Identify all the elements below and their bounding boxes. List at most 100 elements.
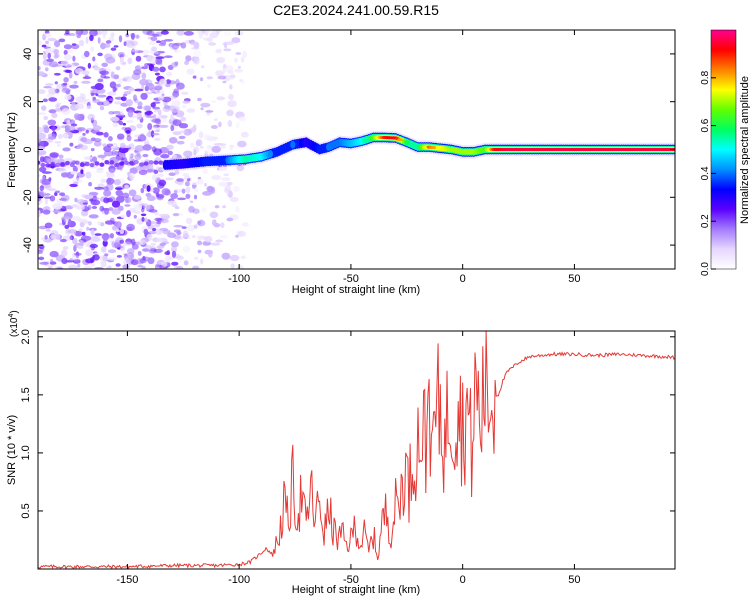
spectrogram-x-tick-label: -100 bbox=[228, 273, 250, 285]
spectrogram-noise-speckle bbox=[92, 56, 96, 62]
spectrogram-noise-speckle bbox=[204, 182, 207, 187]
spectrogram-noise-speckle bbox=[42, 98, 48, 103]
spectrogram-noise-speckle bbox=[146, 115, 155, 119]
spectrogram-noise-speckle bbox=[108, 111, 115, 115]
spectrogram-noise-speckle bbox=[60, 162, 66, 167]
spectrogram-noise-speckle bbox=[49, 152, 59, 158]
spectrogram-noise-speckle bbox=[101, 62, 108, 67]
spectrogram-noise-speckle bbox=[146, 132, 151, 137]
spectrogram-noise-speckle bbox=[38, 160, 41, 165]
spectrogram-noise-speckle bbox=[164, 55, 173, 58]
spectrogram-noise-speckle bbox=[174, 61, 179, 66]
spectrogram-noise-speckle bbox=[41, 105, 47, 111]
spectrogram-noise-speckle bbox=[59, 192, 66, 196]
spectrogram-noise-speckle bbox=[163, 262, 168, 267]
spectrogram-noise-speckle bbox=[47, 133, 57, 139]
spectrogram-noise-speckle bbox=[62, 147, 71, 152]
spectrogram-noise-speckle bbox=[60, 238, 67, 243]
spectrogram-noise-speckle bbox=[182, 230, 189, 238]
spectrogram-noise-speckle bbox=[235, 205, 240, 213]
spectrogram-noise-speckle bbox=[149, 40, 156, 46]
spectrogram-noise-speckle bbox=[126, 223, 135, 231]
spectrogram-noise-speckle bbox=[50, 261, 57, 265]
spectrogram-noise-speckle bbox=[46, 58, 54, 62]
spectrogram-noise-speckle bbox=[54, 53, 60, 58]
spectrogram-noise-speckle bbox=[131, 238, 136, 246]
spectrogram-noise-speckle bbox=[38, 71, 45, 77]
spectrogram-noise-speckle bbox=[145, 79, 153, 87]
spectrogram-x-axis-label: Height of straight line (km) bbox=[292, 284, 420, 296]
spectrogram-noise-speckle bbox=[136, 257, 145, 265]
spectrogram-x-tick-label: 0 bbox=[460, 273, 466, 285]
spectrogram-noise-speckle bbox=[167, 200, 177, 206]
spectrogram-noise-speckle bbox=[144, 217, 148, 223]
snr-y-multiplier-exp: 4 bbox=[8, 314, 15, 318]
spectrogram-noise-speckle bbox=[45, 67, 49, 72]
spectrogram-noise-speckle bbox=[99, 105, 105, 111]
spectrogram-noise-speckle bbox=[111, 208, 121, 215]
spectrogram-noise-speckle bbox=[231, 37, 241, 44]
spectrogram-noise-speckle bbox=[215, 48, 222, 54]
spectrogram-noise-speckle bbox=[68, 218, 72, 226]
spectrogram-noise-speckle bbox=[152, 174, 158, 181]
spectrogram-noise-speckle bbox=[124, 184, 130, 189]
spectrogram-noise-speckle bbox=[46, 92, 55, 98]
spectrogram-noise-speckle bbox=[92, 254, 100, 261]
spectrogram-noise-speckle bbox=[115, 229, 120, 232]
spectrogram-noise-speckle bbox=[77, 263, 81, 268]
spectrogram-noise-speckle bbox=[178, 135, 186, 140]
spectrogram-x-ticks: -150 -100 -50 0 50 bbox=[116, 30, 581, 285]
spectrogram-noise-speckle bbox=[138, 169, 148, 176]
spectrogram-noise-speckle bbox=[185, 217, 193, 225]
spectrogram-noise-speckle bbox=[79, 240, 84, 244]
spectrogram-y-tick-label: -40 bbox=[22, 237, 34, 253]
spectrogram-noise-speckle bbox=[119, 239, 124, 244]
spectrogram-noise-speckle bbox=[223, 48, 232, 52]
spectrogram-noise-speckle bbox=[85, 249, 94, 257]
spectrogram-noise-speckle bbox=[45, 83, 54, 86]
spectrogram-noise-speckle bbox=[216, 56, 226, 64]
spectrogram-noise-speckle bbox=[38, 249, 44, 255]
spectrogram-noise-speckle bbox=[179, 130, 186, 134]
spectrogram-noise-speckle bbox=[158, 179, 167, 187]
spectrogram-noise-speckle bbox=[115, 66, 121, 71]
snr-x-tick-label: -100 bbox=[228, 574, 250, 586]
spectrogram-noise-speckle bbox=[161, 188, 171, 196]
spectrogram-noise-speckle bbox=[155, 56, 165, 59]
spectrogram-noise-speckle bbox=[123, 41, 127, 46]
spectrogram-noise-speckle bbox=[168, 137, 178, 144]
spectrogram-noise-speckle bbox=[182, 245, 191, 253]
spectrogram-noise-speckle bbox=[155, 120, 161, 125]
spectrogram-noise-speckle bbox=[88, 182, 92, 187]
spectrogram-noise-speckle bbox=[211, 175, 222, 180]
spectrogram-noise-speckle bbox=[176, 140, 185, 145]
spectrogram-noise-speckle bbox=[38, 66, 41, 71]
spectrogram-noise-speckle bbox=[173, 190, 178, 195]
spectrogram-noise-speckle bbox=[237, 140, 247, 148]
spectrogram-noise-speckle bbox=[51, 126, 56, 131]
snr-x-tick-label: -150 bbox=[116, 574, 138, 586]
snr-x-tick-label: 0 bbox=[460, 574, 466, 586]
spectrogram-noise-speckle bbox=[142, 30, 153, 35]
spectrogram-x-tick-label: 50 bbox=[568, 273, 580, 285]
spectrogram-noise-speckle bbox=[141, 256, 151, 261]
spectrogram-noise-speckle bbox=[94, 233, 102, 236]
spectrogram-noise-speckle bbox=[180, 116, 187, 122]
spectrogram-noise-speckle bbox=[153, 248, 163, 253]
spectrogram-noise-speckle bbox=[63, 44, 72, 50]
spectrogram-noise-speckle bbox=[174, 170, 180, 175]
spectrogram-noise-speckle bbox=[68, 264, 78, 269]
spectrogram-noise-speckle bbox=[206, 76, 213, 80]
spectrogram-noise-speckle bbox=[157, 95, 165, 101]
spectrogram-noise-speckle bbox=[156, 245, 165, 249]
spectrogram-noise-speckle bbox=[95, 93, 99, 97]
spectrogram-noise-speckle bbox=[47, 43, 52, 47]
spectrogram-noise-speckle bbox=[55, 162, 61, 168]
spectrogram-noise-speckle bbox=[234, 68, 244, 73]
spectrogram-noise-speckle bbox=[60, 134, 70, 138]
spectrogram-noise-speckle bbox=[152, 126, 158, 129]
spectrogram-noise-speckle bbox=[200, 258, 204, 265]
spectrogram-noise-speckle bbox=[91, 89, 99, 94]
spectrogram-noise-speckle bbox=[216, 96, 226, 101]
spectrogram-noise-speckle bbox=[50, 230, 59, 237]
